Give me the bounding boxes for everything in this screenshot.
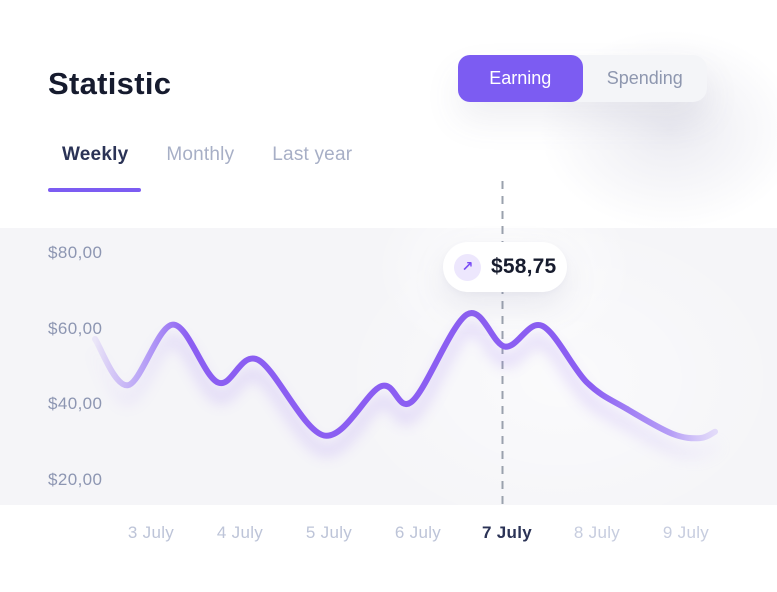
trend-up-arrow-icon: ↗ (454, 253, 481, 281)
x-label-6-july[interactable]: 6 July (394, 523, 442, 542)
tooltip-value: $58,75 (491, 255, 557, 278)
x-axis: 3 July 4 July 5 July 6 July 7 July 8 Jul… (0, 523, 777, 545)
x-label-8-july[interactable]: 8 July (573, 523, 621, 542)
earning-spending-toggle: Earning Spending (458, 55, 707, 102)
page-title: Statistic (48, 66, 172, 101)
x-label-9-july[interactable]: 9 July (662, 523, 710, 542)
value-tooltip: ↗ $58,75 (443, 242, 567, 292)
tab-monthly[interactable]: Monthly (166, 144, 235, 165)
active-tab-underline (48, 188, 141, 192)
tab-last-year[interactable]: Last year (272, 144, 353, 165)
y-axis-tick-80: $80,00 (48, 243, 103, 262)
x-label-4-july[interactable]: 4 July (216, 523, 264, 542)
x-label-3-july[interactable]: 3 July (127, 523, 175, 542)
tab-weekly[interactable]: Weekly (62, 144, 129, 165)
y-axis-tick-40: $40,00 (48, 394, 103, 413)
chart-plot-area (0, 228, 777, 505)
x-label-5-july[interactable]: 5 July (305, 523, 353, 542)
x-label-7-july-selected[interactable]: 7 July (482, 523, 532, 542)
period-tabs: Weekly Monthly Last year (0, 144, 480, 194)
earning-toggle-button[interactable]: Earning (458, 55, 583, 102)
y-axis-tick-20: $20,00 (48, 470, 103, 489)
y-axis-tick-60: $60,00 (48, 319, 103, 338)
spending-toggle-button[interactable]: Spending (606, 68, 683, 88)
